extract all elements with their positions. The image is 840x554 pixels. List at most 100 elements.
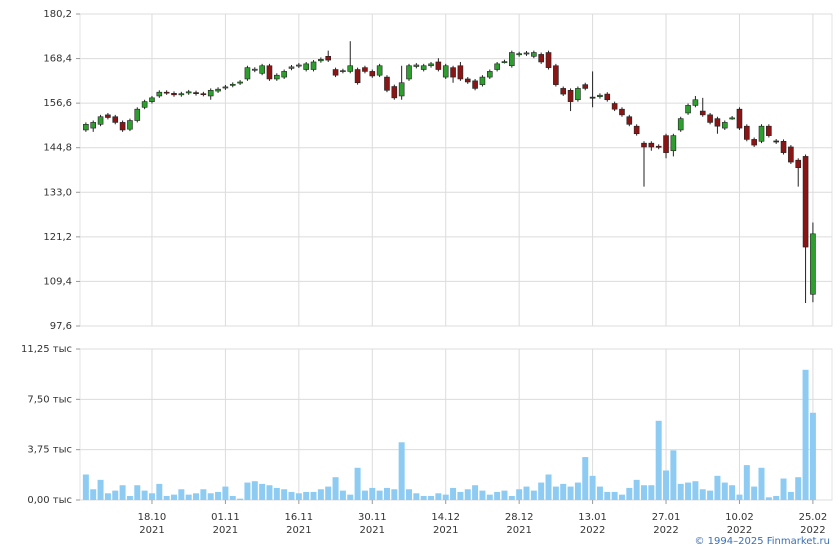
candle-body [589, 96, 596, 99]
candle-body [479, 76, 486, 85]
candle-body [325, 56, 332, 61]
candle-body [222, 86, 229, 89]
volume-bar [200, 489, 207, 500]
x-tick-label: 13.01 [578, 512, 607, 523]
candle-body [670, 135, 677, 152]
x-tick-label: 28.12 [505, 512, 534, 523]
volume-bar [406, 489, 412, 500]
candle-body [619, 108, 625, 116]
candle-body [450, 67, 456, 78]
candle-body [641, 142, 647, 148]
volume-bar [670, 450, 677, 500]
y-tick-label: 156,6 [43, 98, 72, 109]
candle-body [509, 52, 515, 67]
candle-body [516, 53, 522, 56]
candle-body [648, 142, 655, 148]
volume-tick-label: 11,25 тыс [21, 344, 72, 355]
candle-body [523, 52, 530, 55]
volume-bar [457, 491, 464, 500]
candle-body [288, 66, 295, 69]
candle-body [575, 88, 581, 101]
candle-body [758, 125, 765, 142]
candle-body [90, 122, 97, 129]
candle-body [582, 84, 589, 89]
x-tick-year: 2022 [727, 525, 752, 536]
candle-body [442, 65, 449, 78]
candle-body [362, 67, 368, 72]
volume-tick-label: 3,75 тыс [27, 445, 72, 456]
candle-body [420, 65, 427, 70]
x-tick-year: 2022 [800, 525, 825, 536]
candle-body [369, 71, 376, 77]
candle-body [281, 71, 287, 78]
candle-body [435, 61, 442, 70]
volume-bar [560, 483, 567, 500]
candle-body [707, 114, 713, 123]
candle-body [163, 91, 170, 94]
volume-bar [303, 491, 310, 500]
y-tick-label: 121,2 [43, 232, 72, 243]
volume-bar [523, 486, 530, 500]
candle-body [391, 86, 398, 99]
y-tick-label: 168,4 [43, 54, 72, 65]
volume-bar [82, 474, 89, 500]
volume-bar [126, 495, 133, 500]
volume-bar [339, 490, 346, 500]
candle-body [795, 159, 802, 169]
candle-body [494, 63, 500, 70]
candle-body [531, 52, 537, 57]
volume-bar [119, 485, 126, 500]
x-tick-label: 30.11 [358, 512, 387, 523]
candle-body [340, 70, 346, 72]
candle-body [501, 61, 508, 64]
volume-bar [692, 481, 699, 500]
candle-body [464, 78, 471, 83]
volume-tick-label: 0,00 тыс [27, 495, 72, 506]
volume-bar [229, 495, 236, 500]
volume-bar [663, 470, 670, 500]
volume-bar [574, 482, 581, 500]
volume-bar [273, 487, 280, 500]
volume-bar [736, 494, 743, 500]
volume-bar [163, 495, 170, 500]
volume-bar [193, 493, 200, 500]
volume-bar [185, 494, 192, 500]
volume-bar [685, 482, 692, 500]
candle-body [237, 81, 243, 84]
x-tick-year: 2021 [139, 525, 164, 536]
volume-bar [325, 486, 332, 500]
volume-bar [383, 487, 390, 500]
volume-bar [552, 486, 559, 500]
candle-body [97, 116, 104, 125]
candle-body [773, 140, 779, 143]
candle-body [406, 65, 412, 80]
candle-body [699, 110, 706, 116]
y-tick-label: 97,6 [50, 321, 72, 332]
candle-body [780, 140, 787, 153]
volume-bar [376, 490, 383, 500]
candle-body [318, 59, 324, 62]
volume-bar [288, 491, 295, 500]
x-tick-year: 2022 [653, 525, 678, 536]
copyright[interactable]: © 1994–2025 Finmarket.ru [694, 536, 830, 547]
candle-body [251, 68, 258, 71]
volume-bar [633, 479, 640, 500]
volume-bar [545, 474, 552, 500]
volume-bar [729, 485, 736, 500]
candle-body [729, 117, 735, 120]
candle-body [171, 93, 177, 96]
price-panel [79, 13, 833, 327]
candle-body [229, 83, 236, 86]
volume-bar [721, 482, 728, 500]
x-tick-year: 2021 [506, 525, 531, 536]
volume-bar [765, 497, 772, 500]
x-tick-label: 27.01 [652, 512, 681, 523]
candle-body [486, 71, 493, 78]
candle-body [185, 91, 192, 94]
volume-bar [618, 494, 625, 500]
volume-bar [743, 465, 750, 500]
volume-bar [486, 494, 493, 500]
volume-bar [795, 477, 802, 500]
volume-bar [442, 494, 449, 500]
